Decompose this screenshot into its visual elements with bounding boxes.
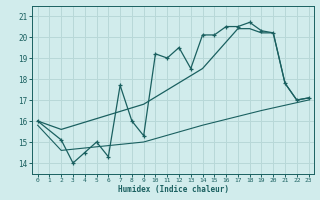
X-axis label: Humidex (Indice chaleur): Humidex (Indice chaleur) [118,185,228,194]
